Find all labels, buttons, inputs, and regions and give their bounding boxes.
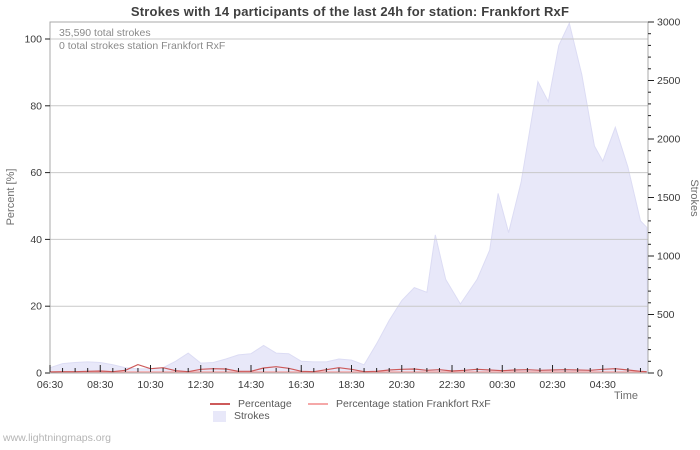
svg-text:60: 60 xyxy=(30,167,42,179)
svg-text:80: 80 xyxy=(30,100,42,112)
svg-text:08:30: 08:30 xyxy=(87,379,113,391)
svg-text:40: 40 xyxy=(30,234,42,246)
strokes-area-series xyxy=(49,21,649,374)
svg-text:2500: 2500 xyxy=(657,75,681,87)
svg-text:02:30: 02:30 xyxy=(539,379,565,391)
legend-label-station-percentage: Percentage station Frankfort RxF xyxy=(336,398,491,410)
svg-text:Percent [%]: Percent [%] xyxy=(5,169,17,226)
svg-text:00:30: 00:30 xyxy=(489,379,515,391)
svg-text:0 total strokes station Frankf: 0 total strokes station Frankfort RxF xyxy=(59,40,225,52)
left-axis: 0 20 40 60 80 100 Percent [%] xyxy=(5,34,50,380)
station-percentage-line-swatch xyxy=(308,403,328,405)
svg-text:22:30: 22:30 xyxy=(439,379,465,391)
svg-text:100: 100 xyxy=(24,34,42,46)
legend-label-strokes: Strokes xyxy=(234,410,270,422)
svg-text:20: 20 xyxy=(30,301,42,313)
svg-text:16:30: 16:30 xyxy=(288,379,314,391)
legend-item-strokes: Strokes xyxy=(213,410,270,422)
svg-text:0: 0 xyxy=(36,368,42,380)
legend-item-station-percentage: Percentage station Frankfort RxF xyxy=(308,398,491,410)
x-axis-ticks xyxy=(49,365,641,372)
svg-text:1000: 1000 xyxy=(657,251,681,263)
svg-text:500: 500 xyxy=(657,309,675,321)
svg-text:1500: 1500 xyxy=(657,192,681,204)
svg-text:20:30: 20:30 xyxy=(389,379,415,391)
svg-text:2000: 2000 xyxy=(657,134,681,146)
svg-text:0: 0 xyxy=(657,368,663,380)
svg-text:Time: Time xyxy=(614,390,638,402)
svg-text:14:30: 14:30 xyxy=(238,379,264,391)
percentage-line-swatch xyxy=(210,403,230,405)
svg-text:06:30: 06:30 xyxy=(37,379,63,391)
right-axis: 0 500 1000 1500 2000 2500 3000 Strokes xyxy=(648,17,700,380)
svg-text:3000: 3000 xyxy=(657,17,681,29)
chart-title: Strokes with 14 participants of the last… xyxy=(130,4,570,19)
x-axis-tick-labels: 06:30 08:30 10:30 12:30 14:30 16:30 18:30 20:30… xyxy=(37,379,638,402)
strokes-fill-swatch xyxy=(213,410,226,422)
svg-text:04:30: 04:30 xyxy=(590,379,616,391)
svg-text:18:30: 18:30 xyxy=(338,379,364,391)
legend-label-percentage: Percentage xyxy=(238,398,292,410)
gridlines xyxy=(50,38,648,307)
lightningmaps-footer-link[interactable]: www.lightningmaps.org xyxy=(3,432,111,444)
svg-text:Strokes: Strokes xyxy=(688,179,700,217)
svg-text:35,590 total strokes: 35,590 total strokes xyxy=(59,27,151,39)
svg-text:12:30: 12:30 xyxy=(188,379,214,391)
legend-item-percentage: Percentage xyxy=(210,398,292,410)
svg-text:10:30: 10:30 xyxy=(137,379,163,391)
